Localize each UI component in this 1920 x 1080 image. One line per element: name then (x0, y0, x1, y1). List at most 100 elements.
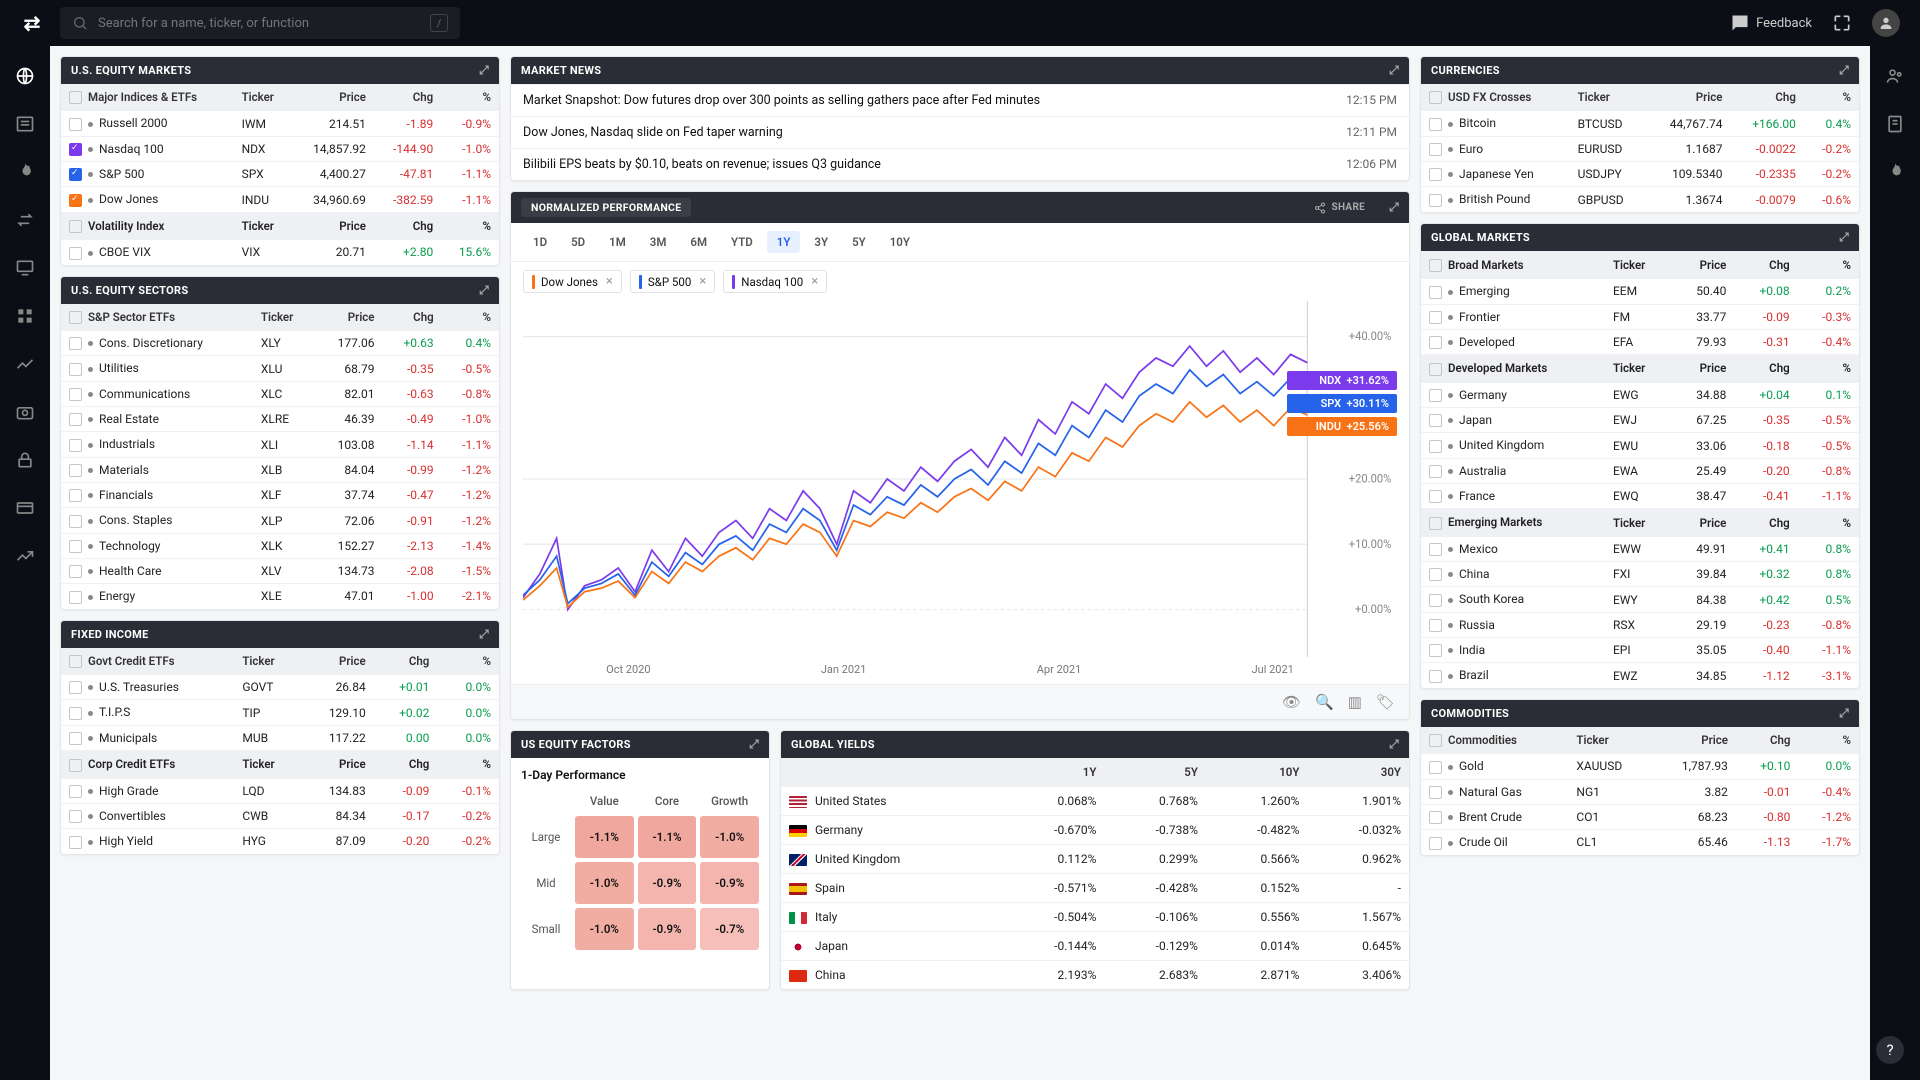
table-row[interactable]: Crude OilCL165.46-1.13-1.7% (1421, 830, 1859, 855)
remove-icon[interactable]: × (699, 274, 706, 289)
grid-icon[interactable] (15, 306, 35, 326)
table-row[interactable]: TechnologyXLK152.27-2.13-1.4% (61, 533, 499, 558)
expand-icon[interactable]: ⤢ (749, 737, 759, 752)
table-row[interactable]: UtilitiesXLU68.79-0.35-0.5% (61, 356, 499, 381)
news-item[interactable]: Bilibili EPS beats by $0.10, beats on re… (511, 148, 1409, 180)
bars-icon[interactable]: ▥ (1348, 693, 1362, 711)
card-icon[interactable] (15, 498, 35, 518)
series-chip[interactable]: Dow Jones× (523, 270, 622, 293)
factor-cell[interactable]: -0.7% (700, 908, 759, 950)
expand-icon[interactable]: ⤢ (479, 283, 489, 298)
table-row[interactable]: MunicipalsMUB117.220.000.0% (61, 725, 499, 750)
table-row[interactable]: AustraliaEWA25.49-0.20-0.8% (1421, 458, 1859, 483)
table-row[interactable]: Nasdaq 100NDX14,857.92-144.90-1.0% (61, 136, 499, 161)
yield-row[interactable]: Japan-0.144%-0.129%0.014%0.645% (781, 932, 1409, 961)
search-input[interactable] (98, 16, 420, 31)
table-row[interactable]: BrazilEWZ34.85-1.12-3.1% (1421, 663, 1859, 688)
timeframe-1Y[interactable]: 1Y (767, 231, 801, 253)
share-button[interactable]: SHARE (1314, 202, 1366, 214)
table-row[interactable]: MaterialsXLB84.04-0.99-1.2% (61, 457, 499, 482)
zoom-icon[interactable]: 🔍 (1315, 693, 1334, 711)
app-logo[interactable]: ⇄ (20, 11, 44, 35)
factor-cell[interactable]: -1.0% (575, 862, 634, 904)
table-row[interactable]: Real EstateXLRE46.39-0.49-1.0% (61, 407, 499, 432)
timeframe-1D[interactable]: 1D (523, 231, 557, 253)
table-row[interactable]: GoldXAUUSD1,787.93+0.100.0% (1421, 754, 1859, 779)
factor-cell[interactable]: -1.0% (575, 908, 634, 950)
table-row[interactable]: U.S. TreasuriesGOVT26.84+0.010.0% (61, 675, 499, 700)
table-row[interactable]: ChinaFXI39.84+0.320.8% (1421, 562, 1859, 587)
news-item[interactable]: Market Snapshot: Dow futures drop over 3… (511, 84, 1409, 116)
table-row[interactable]: Dow JonesINDU34,960.69-382.59-1.1% (61, 187, 499, 212)
expand-icon[interactable]: ⤢ (1839, 706, 1849, 721)
table-row[interactable]: IndiaEPI35.05-0.40-1.1% (1421, 638, 1859, 663)
timeframe-1M[interactable]: 1M (599, 231, 636, 253)
factor-cell[interactable]: -0.9% (638, 862, 697, 904)
table-row[interactable]: IndustrialsXLI103.08-1.14-1.1% (61, 432, 499, 457)
expand-icon[interactable]: ⤢ (479, 63, 489, 78)
feedback-button[interactable]: Feedback (1730, 13, 1812, 33)
timeframe-YTD[interactable]: YTD (721, 231, 763, 253)
factor-cell[interactable]: -1.1% (575, 816, 634, 858)
remove-icon[interactable]: × (811, 274, 818, 289)
table-row[interactable]: FinancialsXLF37.74-0.47-1.2% (61, 483, 499, 508)
table-row[interactable]: FranceEWQ38.47-0.41-1.1% (1421, 484, 1859, 509)
table-row[interactable]: GermanyEWG34.88+0.040.1% (1421, 382, 1859, 407)
table-row[interactable]: British PoundGBPUSD1.3674-0.0079-0.6% (1421, 187, 1859, 212)
table-row[interactable]: JapanEWJ67.25-0.35-0.5% (1421, 408, 1859, 433)
fire-icon[interactable] (15, 162, 35, 182)
timeframe-3M[interactable]: 3M (640, 231, 677, 253)
yield-row[interactable]: Spain-0.571%-0.428%0.152%- (781, 874, 1409, 903)
news-item[interactable]: Dow Jones, Nasdaq slide on Fed taper war… (511, 116, 1409, 148)
table-row[interactable]: High GradeLQD134.83-0.09-0.1% (61, 778, 499, 803)
table-row[interactable]: ConvertiblesCWB84.34-0.17-0.2% (61, 803, 499, 828)
exchange-icon[interactable] (15, 210, 35, 230)
table-row[interactable]: Russell 2000IWM214.51-1.89-0.9% (61, 111, 499, 136)
timeframe-5Y[interactable]: 5Y (842, 231, 876, 253)
tag-icon[interactable]: 🏷 (1376, 693, 1395, 711)
timeframe-3Y[interactable]: 3Y (804, 231, 838, 253)
table-row[interactable]: High YieldHYG87.09-0.20-0.2% (61, 829, 499, 854)
yield-row[interactable]: United Kingdom0.112%0.299%0.566%0.962% (781, 845, 1409, 874)
trend-icon[interactable] (15, 546, 35, 566)
factor-cell[interactable]: -0.9% (638, 908, 697, 950)
document-icon[interactable] (1885, 114, 1905, 134)
flame-icon[interactable] (1885, 162, 1905, 182)
timeframe-6M[interactable]: 6M (680, 231, 717, 253)
factor-cell[interactable]: -1.0% (700, 816, 759, 858)
news-icon[interactable] (15, 114, 35, 134)
table-row[interactable]: Brent CrudeCO168.23-0.80-1.2% (1421, 804, 1859, 829)
globe-icon[interactable] (15, 66, 35, 86)
series-chip[interactable]: S&P 500× (630, 270, 715, 293)
table-row[interactable]: S&P 500SPX4,400.27-47.81-1.1% (61, 162, 499, 187)
table-row[interactable]: BitcoinBTCUSD44,767.74+166.000.4% (1421, 111, 1859, 136)
lock-icon[interactable] (15, 450, 35, 470)
table-row[interactable]: South KoreaEWY84.38+0.420.5% (1421, 587, 1859, 612)
camera-icon[interactable] (15, 402, 35, 422)
table-row[interactable]: United KingdomEWU33.06-0.18-0.5% (1421, 433, 1859, 458)
table-row[interactable]: FrontierFM33.77-0.09-0.3% (1421, 304, 1859, 329)
user-avatar[interactable] (1872, 9, 1900, 37)
help-button[interactable]: ? (1876, 1036, 1904, 1064)
expand-icon[interactable]: ⤢ (1839, 63, 1849, 78)
expand-icon[interactable]: ⤢ (1389, 737, 1399, 752)
yield-row[interactable]: Italy-0.504%-0.106%0.556%1.567% (781, 903, 1409, 932)
series-chip[interactable]: Nasdaq 100× (723, 270, 827, 293)
expand-icon[interactable]: ⤢ (1389, 63, 1399, 78)
timeframe-5D[interactable]: 5D (561, 231, 595, 253)
table-row[interactable]: EmergingEEM50.40+0.080.2% (1421, 279, 1859, 304)
table-row[interactable]: Natural GasNG13.82-0.01-0.4% (1421, 779, 1859, 804)
expand-icon[interactable]: ⤢ (1839, 230, 1849, 245)
eye-icon[interactable]: 👁 (1282, 693, 1301, 711)
table-row[interactable]: DevelopedEFA79.93-0.31-0.4% (1421, 329, 1859, 354)
table-row[interactable]: EuroEURUSD1.1687-0.0022-0.2% (1421, 136, 1859, 161)
yield-row[interactable]: Germany-0.670%-0.738%-0.482%-0.032% (781, 816, 1409, 845)
table-row[interactable]: Health CareXLV134.73-2.08-1.5% (61, 559, 499, 584)
table-row[interactable]: T.I.P.STIP129.10+0.020.0% (61, 700, 499, 725)
table-row[interactable]: EnergyXLE47.01-1.00-2.1% (61, 584, 499, 609)
table-row[interactable]: Japanese YenUSDJPY109.5340-0.2335-0.2% (1421, 162, 1859, 187)
table-row[interactable]: Cons. DiscretionaryXLY177.06+0.630.4% (61, 331, 499, 356)
factor-cell[interactable]: -0.9% (700, 862, 759, 904)
remove-icon[interactable]: × (606, 274, 613, 289)
fullscreen-icon[interactable] (1832, 13, 1852, 33)
